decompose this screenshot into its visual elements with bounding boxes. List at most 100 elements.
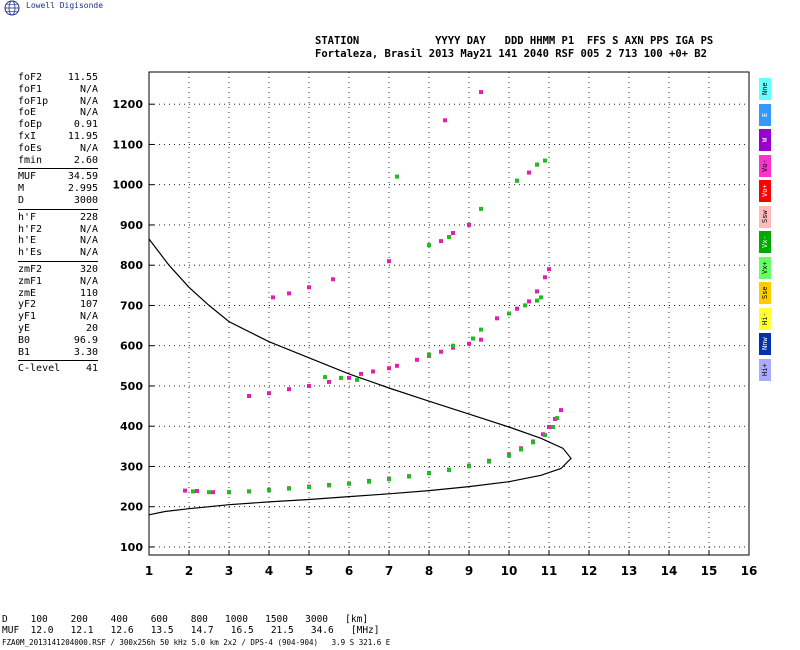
param-value: N/A <box>79 107 98 119</box>
echo-point <box>515 178 519 183</box>
param-row: h'Es N/A <box>18 247 98 259</box>
echo-point <box>347 375 351 380</box>
echo-point <box>307 485 311 489</box>
param-key: foE <box>18 107 37 119</box>
brand-logo: Lowell Digisonde <box>4 0 103 22</box>
echo-point <box>543 275 547 280</box>
param-row: yE 20 <box>18 323 98 335</box>
param-row: MUF 34.59 <box>18 171 98 183</box>
param-row: yF1 N/A <box>18 311 98 323</box>
x-tick-label: 8 <box>425 564 433 578</box>
echo-point <box>523 303 527 308</box>
param-row: h'F2 N/A <box>18 224 98 236</box>
param-key: zmF2 <box>18 263 43 275</box>
param-value: 34.59 <box>67 171 98 183</box>
x-tick-label: 11 <box>541 564 558 578</box>
y-tick-label: 400 <box>120 420 143 433</box>
param-value: 11.95 <box>67 130 98 142</box>
legend-swatch: E <box>759 103 771 126</box>
echo-point <box>207 490 211 495</box>
echo-point <box>519 447 523 452</box>
legend-swatch: Hi- <box>759 307 771 330</box>
echo-point <box>247 489 251 494</box>
echo-point <box>211 490 215 495</box>
param-row: yF2 107 <box>18 299 98 311</box>
x-tick-label: 3 <box>225 564 233 578</box>
polarization-legend: Nne E W Vo- Vo+ Ssw Vx- Vx+ Sse Hi- Nnw Hi+ <box>759 78 771 384</box>
echo-point <box>287 486 291 491</box>
scaled-parameters-panel: foF2 11.55 foF1 N/A foF1p N/A foE N/A foEp 0.91 fx… <box>18 72 98 375</box>
param-row: zmF1 N/A <box>18 276 98 288</box>
echo-point <box>543 158 547 163</box>
echo-point <box>535 162 539 167</box>
x-tick-label: 9 <box>465 564 473 578</box>
echo-point <box>387 259 391 264</box>
echo-point <box>495 316 499 321</box>
param-separator <box>18 208 98 210</box>
x-tick-label: 2 <box>185 564 193 578</box>
legend-swatch: Vo+ <box>759 180 771 202</box>
param-key: foEs <box>18 142 43 154</box>
echo-point <box>339 375 343 380</box>
echo-point <box>395 174 399 179</box>
param-key: yE <box>18 322 31 334</box>
param-row: B0 96.9 <box>18 335 98 347</box>
echo-point <box>327 379 331 384</box>
param-value: N/A <box>79 235 98 247</box>
legend-swatch: Nne <box>759 78 771 100</box>
legend-swatch: Vo- <box>759 154 771 177</box>
echo-point <box>407 474 411 479</box>
echo-point <box>467 464 471 469</box>
y-tick-label: 200 <box>120 501 143 514</box>
echo-point <box>507 311 511 316</box>
echo-point <box>551 425 555 429</box>
echo-point <box>359 371 363 376</box>
footer-muf-row: MUF 12.0 12.1 12.6 13.5 14.7 16.5 21.5 3… <box>2 625 380 636</box>
x-tick-label: 10 <box>501 564 518 578</box>
echo-point <box>327 483 331 488</box>
param-row: B1 3.30 <box>18 347 98 359</box>
y-tick-label: 600 <box>120 340 143 353</box>
param-row: M 2.995 <box>18 183 98 195</box>
param-row: foE N/A <box>18 107 98 119</box>
echo-point <box>447 468 451 473</box>
echo-point <box>387 477 391 482</box>
echo-point <box>183 488 187 493</box>
echo-point <box>487 459 491 464</box>
param-row: fmin 2.60 <box>18 155 98 167</box>
param-row: h'E N/A <box>18 235 98 247</box>
echo-point <box>347 481 351 486</box>
echo-point <box>191 489 195 494</box>
echo-point <box>267 391 271 396</box>
param-key: foF2 <box>18 72 43 83</box>
x-tick-label: 4 <box>265 564 273 578</box>
param-row: foF1 N/A <box>18 84 98 96</box>
echo-point <box>467 222 471 227</box>
legend-swatch: Vx- <box>759 231 771 253</box>
param-value: 2.995 <box>67 183 98 195</box>
x-tick-label: 7 <box>385 564 393 578</box>
param-value: N/A <box>79 247 98 259</box>
echo-point <box>531 440 535 445</box>
header-values: Fortaleza, Brasil 2013 May21 141 2040 RS… <box>315 48 707 60</box>
plot-frame <box>148 71 750 556</box>
param-row: zmE 110 <box>18 288 98 300</box>
param-value: 11.55 <box>67 72 98 83</box>
echo-point <box>439 349 443 354</box>
y-tick-label: 100 <box>120 541 143 554</box>
param-key: h'F2 <box>18 223 43 235</box>
echo-point <box>427 352 431 357</box>
y-tick-label: 500 <box>120 380 143 393</box>
echo-point <box>451 231 455 235</box>
param-row: fxI 11.95 <box>18 131 98 143</box>
echo-point <box>323 375 327 380</box>
echo-point <box>527 299 531 304</box>
echo-point <box>395 363 399 368</box>
echo-point <box>535 298 539 303</box>
param-value: 320 <box>79 263 98 275</box>
param-key: h'E <box>18 235 37 247</box>
y-tick-label: 700 <box>120 299 143 312</box>
param-key: B0 <box>18 334 31 346</box>
echo-point <box>471 336 475 341</box>
